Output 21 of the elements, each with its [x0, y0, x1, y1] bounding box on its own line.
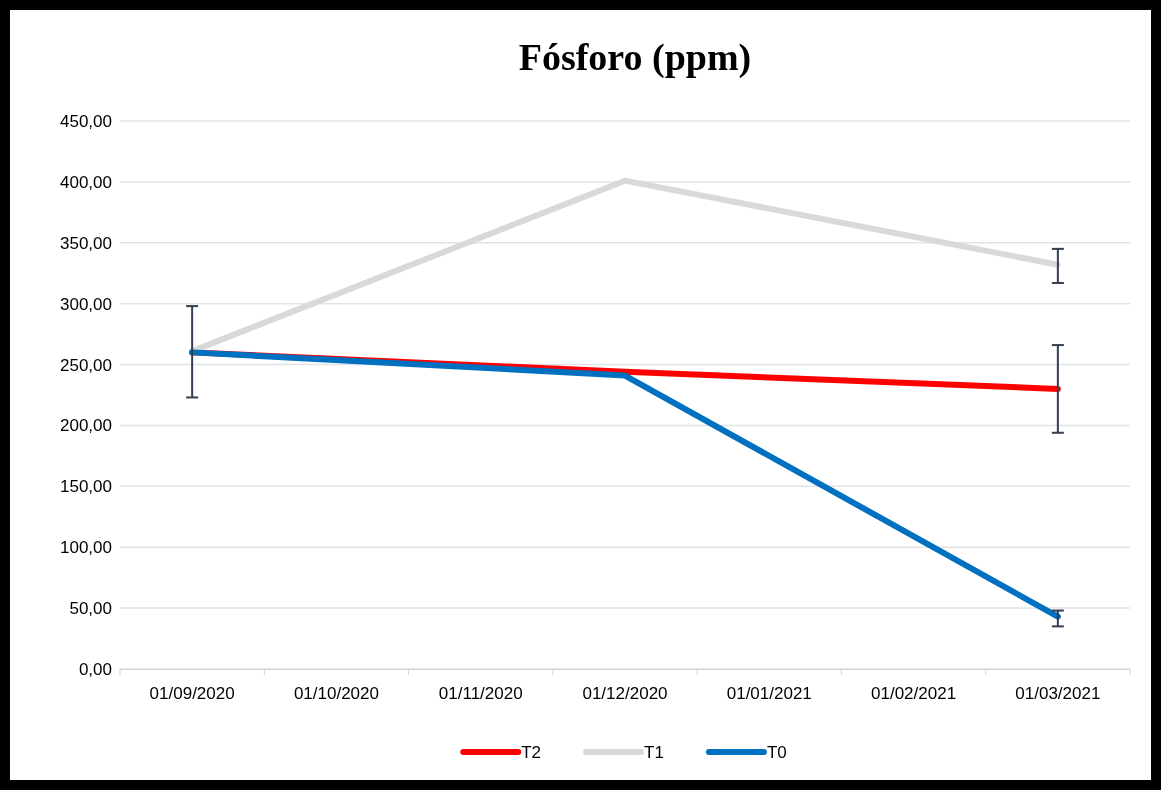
legend-label: T2	[521, 743, 542, 762]
x-tick-label: 01/11/2020	[438, 684, 523, 704]
x-tick-label: 01/09/2020	[149, 684, 235, 704]
y-tick-label: 350,00	[60, 233, 112, 253]
y-tick-label: 400,00	[60, 172, 112, 192]
y-tick-label: 50,00	[69, 599, 112, 619]
chart-title: Fósforo (ppm)	[518, 36, 752, 79]
x-tick-label: 01/10/2020	[293, 684, 379, 704]
x-tick-label: 01/01/2021	[726, 684, 812, 704]
y-tick-label: 150,00	[60, 477, 112, 497]
x-tick-label: 01/03/2021	[1015, 684, 1101, 704]
y-tick-label: 0,00	[78, 659, 112, 679]
x-tick-label: 01/12/2020	[582, 684, 668, 704]
x-tick-label: 01/02/2021	[871, 684, 957, 704]
y-tick-label: 250,00	[60, 355, 112, 375]
legend-label: T0	[766, 743, 787, 762]
legend-label: T1	[644, 743, 664, 762]
y-tick-label: 300,00	[60, 294, 112, 314]
y-tick-label: 450,00	[60, 111, 112, 131]
y-tick-label: 200,00	[60, 416, 112, 436]
y-tick-label: 100,00	[60, 538, 112, 558]
